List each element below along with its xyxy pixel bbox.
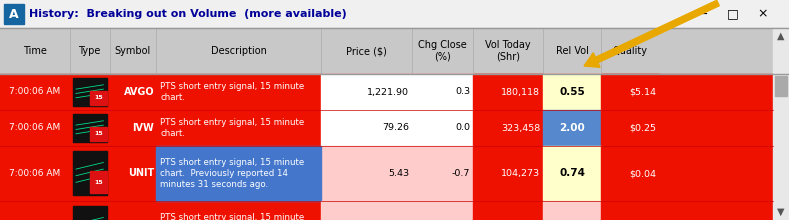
Text: 0.74: 0.74 — [559, 169, 585, 178]
Text: Type: Type — [78, 46, 101, 56]
Text: 180,118: 180,118 — [502, 88, 540, 97]
Text: PTS short entry signal, 15 minute
chart.: PTS short entry signal, 15 minute chart. — [160, 118, 305, 138]
Bar — [601, 110, 660, 146]
Bar — [473, 146, 544, 201]
Bar — [4, 4, 24, 24]
Bar — [90, 126, 107, 141]
Bar — [773, 28, 789, 220]
Bar — [0, 74, 773, 110]
Text: ▲: ▲ — [777, 31, 785, 41]
Bar — [473, 201, 544, 220]
Bar — [601, 146, 660, 201]
Bar — [321, 74, 412, 110]
Text: $0.25: $0.25 — [630, 123, 656, 132]
Text: 7:00:06 AM: 7:00:06 AM — [9, 169, 61, 178]
Text: 15: 15 — [94, 131, 103, 136]
Text: Time: Time — [23, 46, 47, 56]
Bar — [0, 0, 789, 28]
Bar — [90, 91, 107, 105]
Text: UNIT: UNIT — [128, 169, 154, 178]
Bar — [73, 114, 107, 142]
Text: 2.00: 2.00 — [559, 123, 585, 133]
Bar — [601, 74, 660, 110]
Text: 7:00:06 AM: 7:00:06 AM — [9, 123, 61, 132]
Bar — [0, 28, 773, 74]
Text: Description: Description — [211, 46, 267, 56]
Bar — [73, 78, 107, 106]
Text: Price ($): Price ($) — [346, 46, 387, 56]
Bar — [412, 201, 473, 220]
Bar — [90, 171, 107, 193]
Text: $5.14: $5.14 — [630, 88, 656, 97]
Text: 0.3: 0.3 — [455, 88, 470, 97]
Text: PTS short entry signal, 15 minute
chart.  Previously reported 14
minutes 31 seco: PTS short entry signal, 15 minute chart.… — [160, 158, 305, 189]
Text: IVW: IVW — [133, 123, 154, 133]
Bar — [156, 146, 321, 201]
Text: ×: × — [757, 7, 768, 20]
Text: Quality: Quality — [613, 46, 648, 56]
Bar — [473, 110, 544, 146]
Bar — [544, 74, 601, 110]
Text: ▼: ▼ — [777, 207, 785, 217]
Text: $0.04: $0.04 — [630, 169, 656, 178]
Text: Rel Vol: Rel Vol — [556, 46, 589, 56]
Text: 7:00:06 AM: 7:00:06 AM — [9, 88, 61, 97]
Text: Symbol: Symbol — [115, 46, 151, 56]
Text: -0.7: -0.7 — [451, 169, 470, 178]
Bar — [412, 74, 473, 110]
Bar — [73, 152, 107, 196]
Bar — [544, 201, 601, 220]
Text: □: □ — [727, 7, 739, 20]
Text: 79.26: 79.26 — [382, 123, 409, 132]
Text: History:  Breaking out on Volume  (more available): History: Breaking out on Volume (more av… — [29, 9, 346, 19]
Text: 5.43: 5.43 — [388, 169, 409, 178]
Text: −: − — [697, 7, 709, 20]
Text: 0.0: 0.0 — [455, 123, 470, 132]
Bar — [412, 146, 473, 201]
Text: A: A — [9, 7, 19, 20]
Bar — [473, 74, 544, 110]
Bar — [775, 76, 787, 96]
Text: 15: 15 — [94, 95, 103, 100]
Bar — [321, 201, 412, 220]
FancyArrow shape — [584, 0, 720, 67]
Text: PTS short entry signal, 15 minute
chart.: PTS short entry signal, 15 minute chart. — [160, 82, 305, 102]
Bar — [73, 207, 107, 220]
Bar — [0, 146, 773, 201]
Bar — [412, 110, 473, 146]
Text: Vol Today
(Shr): Vol Today (Shr) — [485, 40, 531, 62]
Bar — [544, 146, 601, 201]
Text: 0.55: 0.55 — [559, 87, 585, 97]
Text: 1,221.90: 1,221.90 — [367, 88, 409, 97]
Text: 104,273: 104,273 — [501, 169, 540, 178]
Text: Chg Close
(%): Chg Close (%) — [418, 40, 467, 62]
Bar — [0, 110, 773, 146]
Text: AVGO: AVGO — [124, 87, 154, 97]
Bar — [773, 28, 789, 74]
Text: PTS short entry signal, 15 minute
chart.  Previously reported 14
minutes 19 seco: PTS short entry signal, 15 minute chart.… — [160, 213, 305, 220]
Bar — [321, 110, 412, 146]
Bar — [0, 201, 773, 220]
Bar — [601, 201, 660, 220]
Text: 15: 15 — [94, 180, 103, 185]
Bar — [321, 146, 412, 201]
Bar — [544, 110, 601, 146]
Text: 323,458: 323,458 — [501, 123, 540, 132]
